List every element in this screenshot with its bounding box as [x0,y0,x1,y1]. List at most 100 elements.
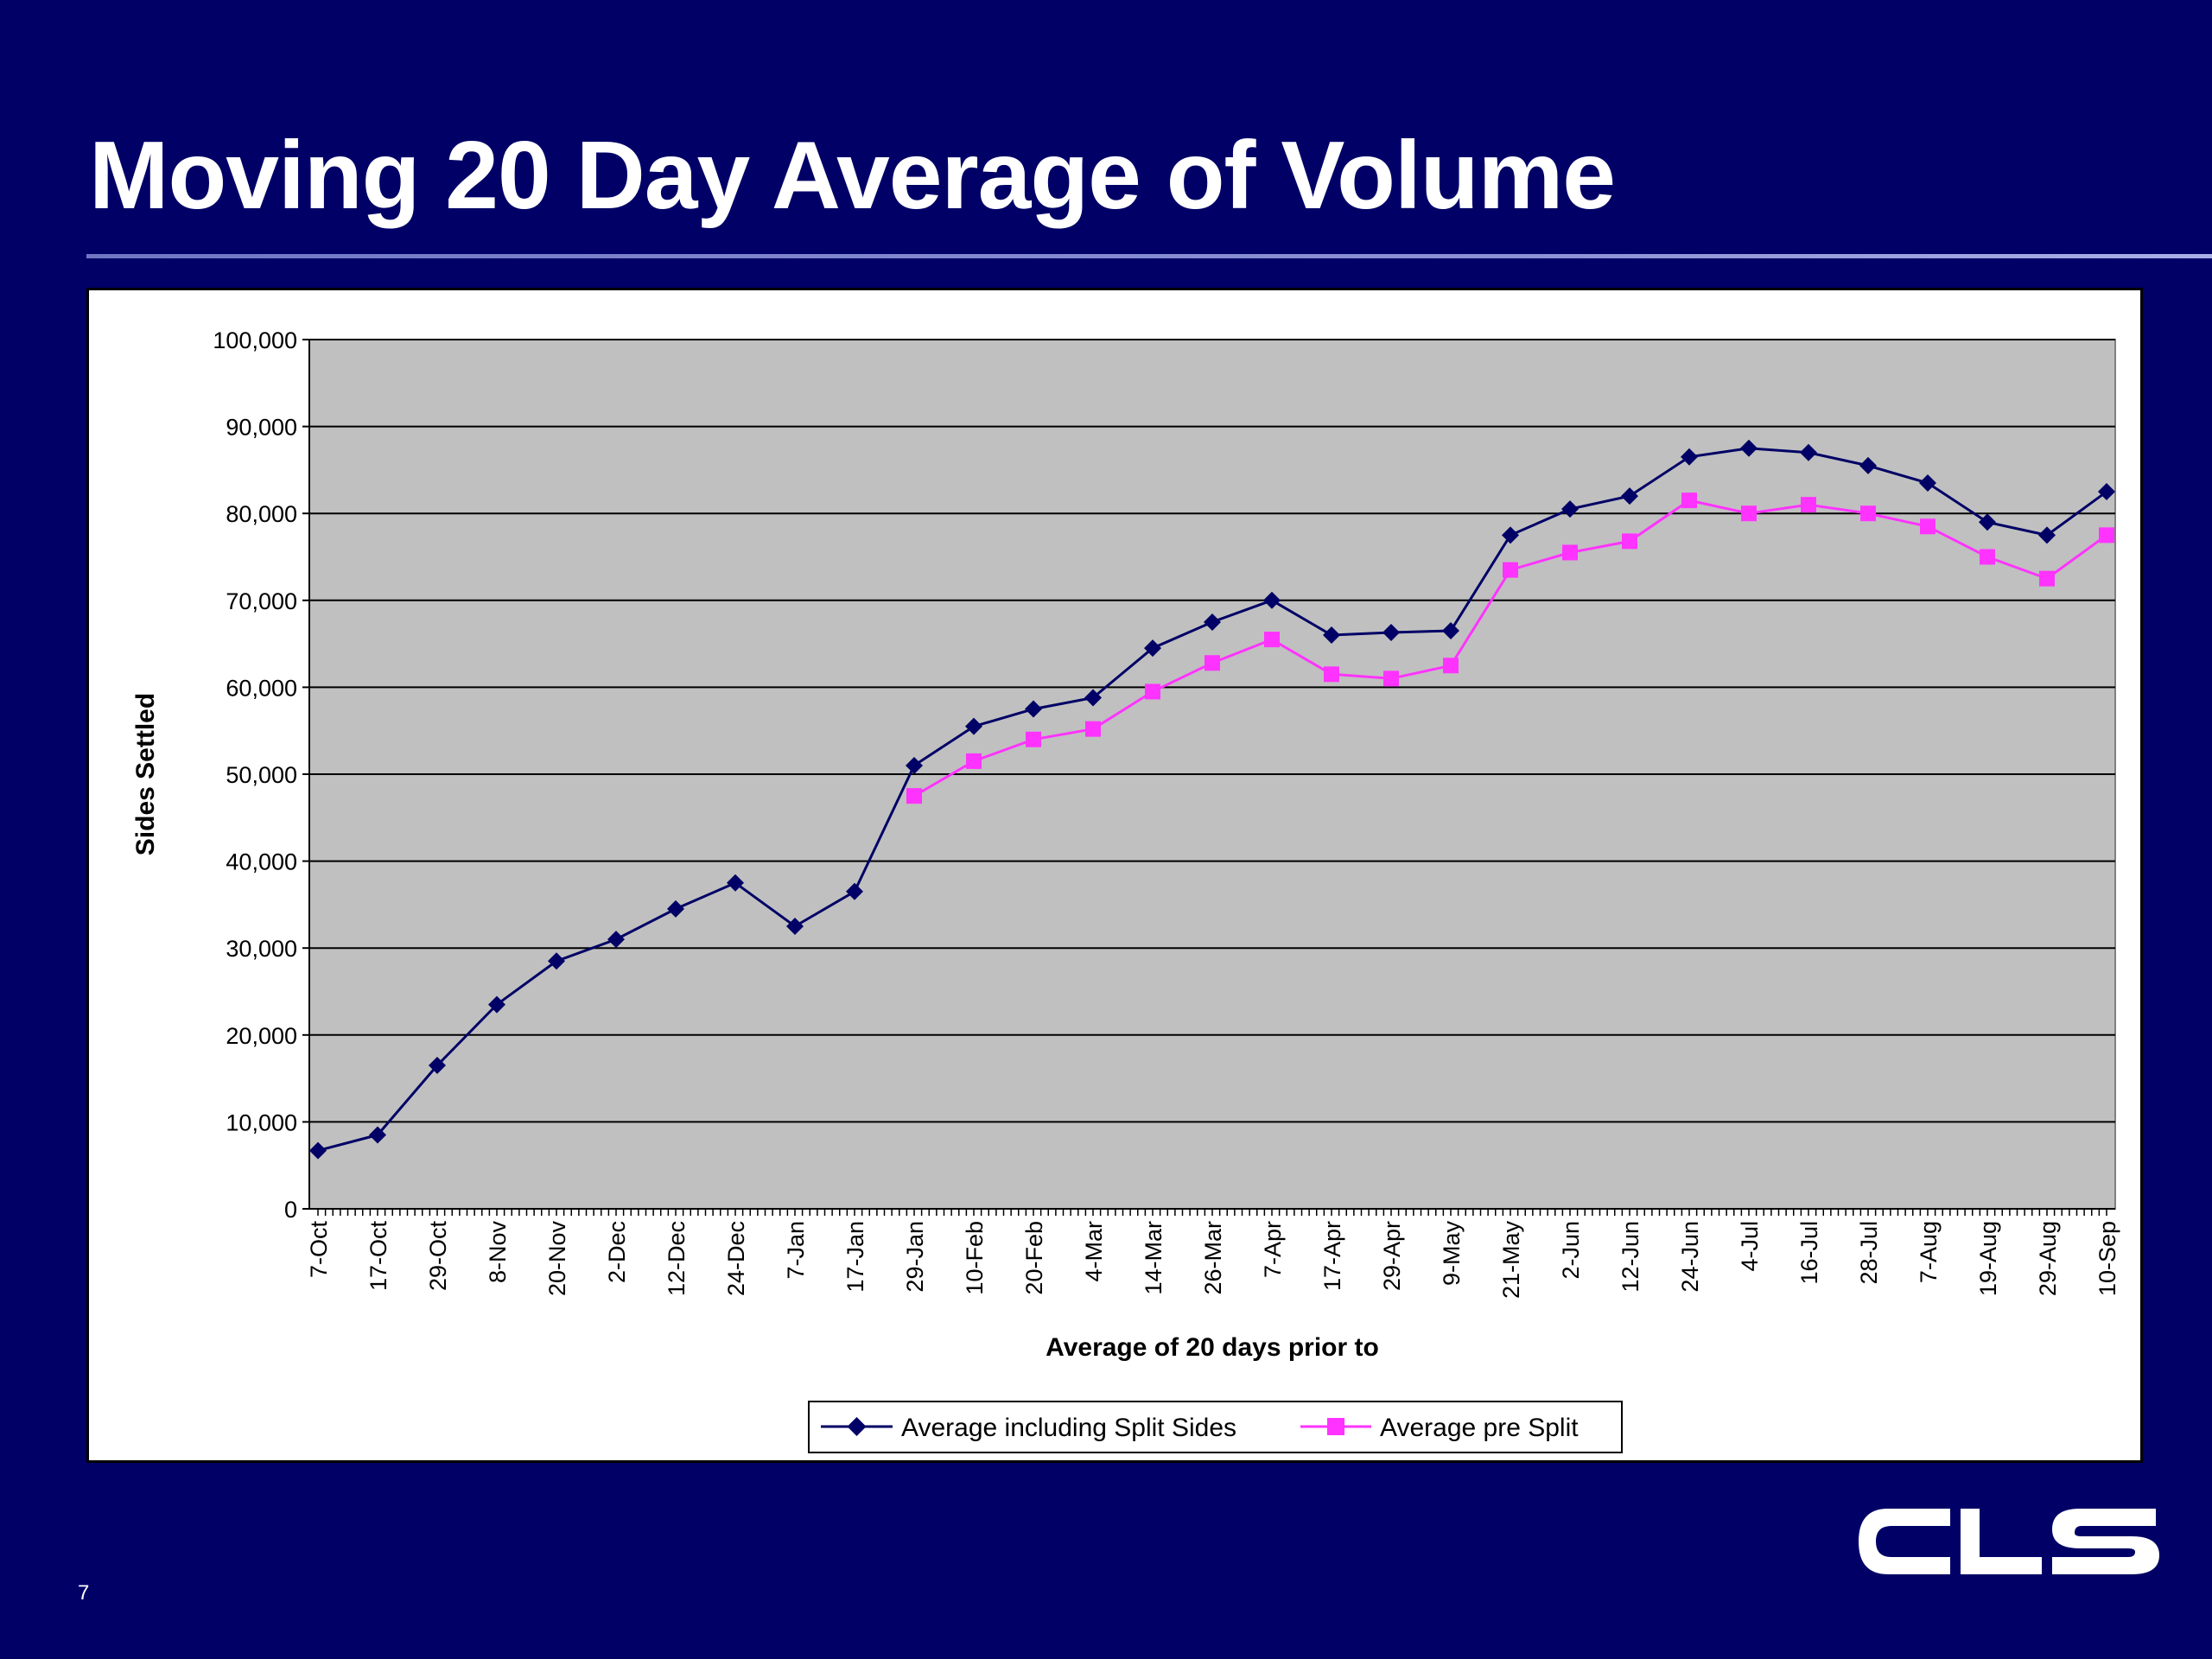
data-point-diamond [1681,448,1698,466]
data-point-square [1443,658,1459,674]
data-point-square [1801,497,1816,513]
y-tick-label: 30,000 [226,936,297,962]
legend-label-split: Average including Split Sides [901,1414,1236,1442]
x-tick-label: 29-Oct [425,1221,451,1292]
y-tick-label: 10,000 [226,1109,297,1135]
data-point-square [1681,493,1697,509]
line-chart: 0 10,000 20,000 30,000 40,000 50,000 60,000 70,… [131,327,2120,1453]
y-tick-label: 60,000 [226,675,297,701]
legend-marker-diamond [847,1417,867,1436]
data-point-square [1980,549,1995,565]
data-point-square [1562,544,1578,561]
data-point-diamond [1919,474,1936,492]
data-point-square [1383,671,1399,687]
data-point-square [1860,505,1876,522]
chart-panel: 0 10,000 20,000 30,000 40,000 50,000 60,000 70,… [86,288,2143,1463]
data-point-square [1741,505,1757,522]
data-point-square [1622,533,1637,550]
x-tick-label: 20-Nov [544,1221,570,1297]
x-tick-label: 7-Oct [306,1221,332,1279]
x-tick-label: 21-May [1498,1221,1524,1300]
x-tick-labels: 7-Oct 17-Oct 29-Oct 8-Nov 20-Nov 2-Dec 12-Dec 2… [306,1221,2120,1300]
data-point-diamond [1859,456,1877,474]
axes [302,339,2115,1216]
data-point-diamond [1502,526,1519,544]
data-point-square [2099,527,2114,543]
data-point-diamond [1084,689,1102,707]
legend-marker-square [1327,1418,1344,1435]
data-point-diamond [607,931,625,949]
data-point-diamond [846,882,863,900]
x-tick-label: 10-Sep [2094,1221,2120,1296]
x-tick-label: 12-Dec [664,1221,690,1296]
x-tick-label: 2-Jun [1558,1221,1584,1280]
data-point-diamond [1025,700,1042,718]
data-point-square [1145,683,1160,700]
y-tick-label: 40,000 [226,849,297,875]
data-point-diamond [1800,443,1817,461]
slide-title: Moving 20 Day Average of Volume [89,122,1616,229]
data-point-square [1205,655,1220,671]
data-point-diamond [1740,439,1758,457]
x-tick-label: 17-Apr [1319,1221,1345,1291]
data-point-diamond [1442,622,1459,640]
y-tick-label: 20,000 [226,1023,297,1049]
legend: Average including Split Sides Average pr… [808,1401,1623,1453]
data-point-diamond [1621,487,1638,505]
x-tick-label: 4-Jul [1737,1221,1763,1272]
data-point-diamond [1144,639,1161,658]
data-point-diamond [1263,591,1281,609]
data-point-square [1920,518,1936,535]
x-tick-label: 10-Feb [962,1221,988,1295]
y-tick-label: 50,000 [226,762,297,788]
data-point-diamond [429,1057,446,1075]
x-tick-label: 12-Jun [1618,1221,1643,1293]
x-tick-label: 8-Nov [485,1221,511,1284]
legend-box [808,1401,1623,1453]
data-point-diamond [2038,526,2056,544]
data-point-diamond [727,874,744,892]
x-tick-label: 29-Apr [1379,1221,1405,1291]
data-point-square [966,753,982,769]
data-point-diamond [1204,613,1221,631]
x-axis-title: Average of 20 days prior to [1046,1333,1379,1362]
cls-logo [1859,1509,2159,1574]
x-tick-label: 24-Dec [723,1221,749,1296]
page-number: 7 [78,1581,90,1605]
x-tick-label: 17-Jan [842,1221,868,1293]
data-point-diamond [1323,626,1340,645]
x-tick-label: 4-Mar [1081,1221,1107,1282]
data-point-diamond [1979,513,1996,531]
y-tick-label: 70,000 [226,588,297,614]
data-point-diamond [548,952,565,970]
x-tick-label: 20-Feb [1021,1221,1047,1295]
x-tick-label: 2-Dec [604,1221,630,1283]
x-tick-label: 7-Aug [1916,1221,1942,1283]
data-point-diamond [786,918,804,936]
data-point-square [1264,632,1280,648]
x-tick-label: 16-Jul [1796,1221,1822,1285]
data-point-diamond [1382,624,1400,642]
data-point-diamond [2098,483,2115,501]
y-tick-label: 100,000 [213,327,297,353]
x-tick-label: 24-Jun [1677,1221,1703,1293]
title-divider [86,254,2212,258]
x-tick-label: 7-Apr [1260,1221,1286,1278]
x-tick-label: 26-Mar [1200,1221,1226,1295]
data-point-square [1324,666,1339,683]
x-tick-label: 29-Aug [2035,1221,2061,1296]
legend-label-presplit: Average pre Split [1380,1414,1579,1442]
data-point-diamond [906,756,923,774]
y-tick-label: 80,000 [226,501,297,527]
y-axis-title: Sides Settled [131,693,160,855]
x-tick-label: 9-May [1439,1221,1465,1287]
x-tick-label: 19-Aug [1975,1221,2001,1296]
x-tick-label: 7-Jan [783,1221,809,1280]
x-tick-label: 29-Jan [902,1221,928,1293]
gridlines [309,339,2115,1123]
data-point-square [906,788,922,804]
x-tick-label: 28-Jul [1856,1221,1882,1285]
series-layer [309,439,2115,1160]
data-point-diamond [488,995,505,1014]
data-point-square [1026,731,1041,747]
